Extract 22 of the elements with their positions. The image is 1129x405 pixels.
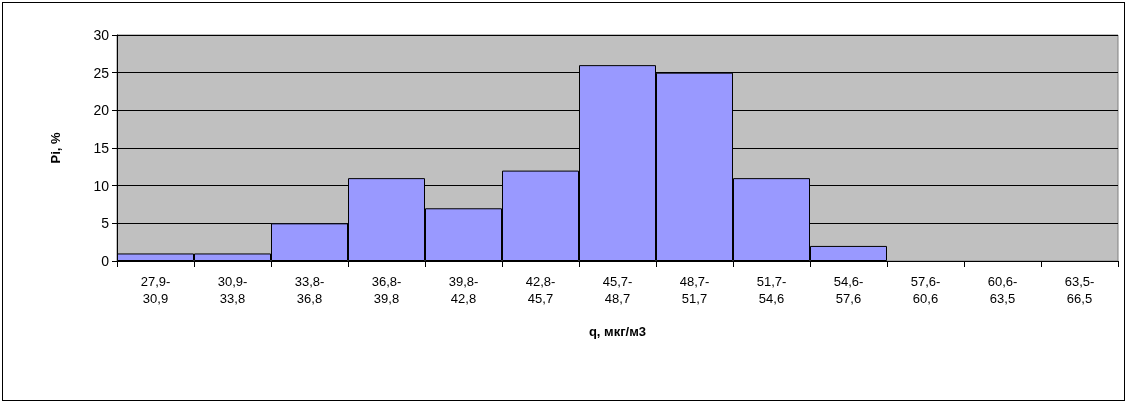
y-tick-label: 15 xyxy=(93,140,110,156)
x-tick-label: 39,8-42,8 xyxy=(448,274,479,306)
x-tick-label: 60,6-63,5 xyxy=(987,274,1018,306)
x-tick-label: 36,8-39,8 xyxy=(371,274,402,306)
x-tick-label: 63,5-66,5 xyxy=(1064,274,1095,306)
x-tick-label: 45,7-48,7 xyxy=(602,274,633,306)
y-tick-label: 0 xyxy=(101,253,110,269)
x-tick-label: 48,7-51,7 xyxy=(679,274,710,306)
y-tick-label: 5 xyxy=(101,215,110,232)
x-tick-label: 30,9-33,8 xyxy=(217,274,248,306)
x-tick-label: 51,7-54,6 xyxy=(756,274,787,306)
x-tick-label: 57,6-60,6 xyxy=(910,274,941,306)
y-tick-label: 20 xyxy=(93,102,110,119)
y-tick-label: 10 xyxy=(93,177,110,194)
x-tick-label: 33,8-36,8 xyxy=(294,274,325,306)
y-tick-label: 30 xyxy=(93,27,110,43)
x-tick-label: 42,8-45,7 xyxy=(525,274,556,306)
y-tick-label: 25 xyxy=(93,64,110,81)
y-axis-title: Pi, % xyxy=(48,132,63,164)
x-tick-label: 27,9-30,9 xyxy=(140,274,171,306)
x-tick-label: 54,6-57,6 xyxy=(833,274,864,306)
x-axis-title: q, мкг/м3 xyxy=(588,324,647,339)
